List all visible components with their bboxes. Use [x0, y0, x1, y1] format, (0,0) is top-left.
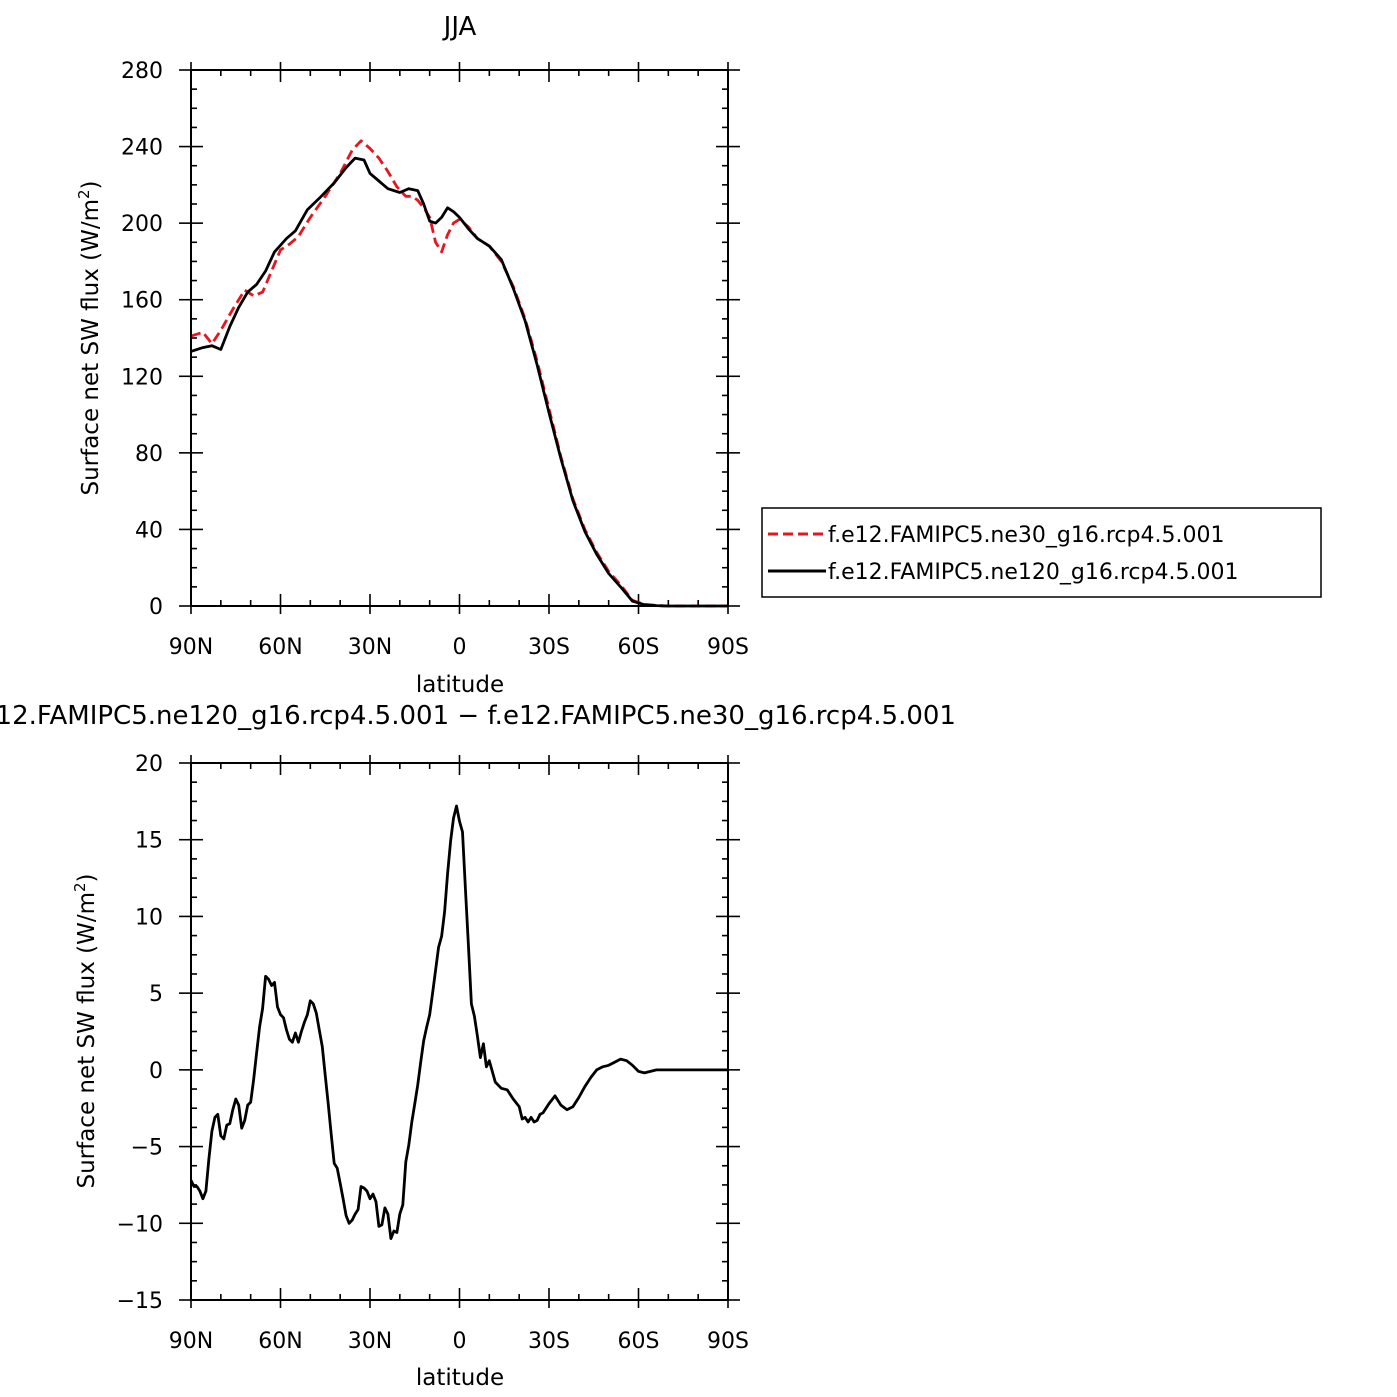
x-tick-label: 30S [528, 635, 570, 660]
y-tick-label: 40 [135, 518, 163, 543]
bottom-panel: f.e12.FAMIPC5.ne120_g16.rcp4.5.001 − f.e… [0, 701, 956, 1391]
x-tick-label: 60S [618, 1329, 660, 1354]
x-tick-label: 90N [169, 1329, 213, 1354]
x-tick-label: 0 [453, 635, 467, 660]
series-line-1 [190, 156, 728, 608]
x-tick-label: 60N [258, 635, 302, 660]
x-tick-label: 30N [348, 1329, 392, 1354]
y-tick-label: −5 [131, 1136, 163, 1161]
legend: f.e12.FAMIPC5.ne30_g16.rcp4.5.001 f.e12.… [761, 507, 1322, 598]
top-plot-frame [190, 69, 729, 607]
top-tick-labels: 90N 60N 30N 0 30S 60S 90S 0 40 80 120 160 200 240 280 [121, 59, 749, 660]
y-tick-label: 80 [135, 442, 163, 467]
top-series-lines [190, 139, 728, 608]
y-tick-label: 10 [135, 905, 163, 930]
y-tick-label: 160 [121, 289, 163, 314]
x-tick-label: 60S [618, 635, 660, 660]
series-line-0 [190, 139, 728, 608]
legend-label-ne30: f.e12.FAMIPC5.ne30_g16.rcp4.5.001 [828, 523, 1224, 548]
x-tick-label: 60N [258, 1329, 302, 1354]
y-tick-label: 20 [135, 752, 163, 777]
y-tick-label: 5 [149, 982, 163, 1007]
x-tick-label: 90N [169, 635, 213, 660]
y-tick-label: 0 [149, 1059, 163, 1084]
bottom-chart-title: f.e12.FAMIPC5.ne120_g16.rcp4.5.001 − f.e… [0, 701, 956, 731]
x-tick-label: 0 [453, 1329, 467, 1354]
y-tick-label: 0 [149, 595, 163, 620]
y-tick-label: 240 [121, 136, 163, 161]
y-tick-label: 15 [135, 829, 163, 854]
x-tick-label: 90S [707, 635, 749, 660]
x-tick-label: 30S [528, 1329, 570, 1354]
top-y-axis-title: Surface net SW flux (W/m2) [75, 180, 104, 495]
top-ticks [179, 62, 740, 614]
legend-label-ne120: f.e12.FAMIPC5.ne120_g16.rcp4.5.001 [828, 560, 1238, 585]
bottom-y-axis-title: Surface net SW flux (W/m2) [71, 873, 100, 1188]
bottom-series-lines [189, 804, 728, 1240]
bottom-tick-labels: 90N 60N 30N 0 30S 60S 90S −15 −10 −5 0 5 10 15 20 [117, 752, 749, 1354]
top-x-axis-title: latitude [416, 672, 504, 698]
x-tick-label: 90S [707, 1329, 749, 1354]
legend-box [761, 507, 1322, 598]
top-panel: JJA 90N 60N 30N 0 30S 60S 90S 0 40 80 120 160 200 240… [75, 12, 1322, 698]
series-line-0 [189, 804, 728, 1240]
y-tick-label: 200 [121, 212, 163, 237]
x-tick-label: 30N [348, 635, 392, 660]
y-tick-label: 280 [121, 59, 163, 84]
y-tick-label: 120 [121, 365, 163, 390]
bottom-x-axis-title: latitude [416, 1365, 504, 1391]
bottom-plot-frame [190, 762, 729, 1301]
y-tick-label: −15 [117, 1289, 163, 1314]
top-chart-title: JJA [442, 12, 477, 42]
bottom-ticks [179, 755, 740, 1308]
y-tick-label: −10 [117, 1212, 163, 1237]
